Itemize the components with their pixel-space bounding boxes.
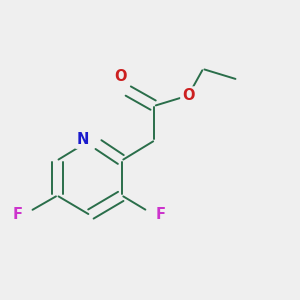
Text: N: N (76, 132, 89, 147)
Text: F: F (13, 207, 22, 222)
Text: F: F (155, 207, 165, 222)
Text: O: O (182, 88, 194, 103)
Text: O: O (114, 69, 127, 84)
